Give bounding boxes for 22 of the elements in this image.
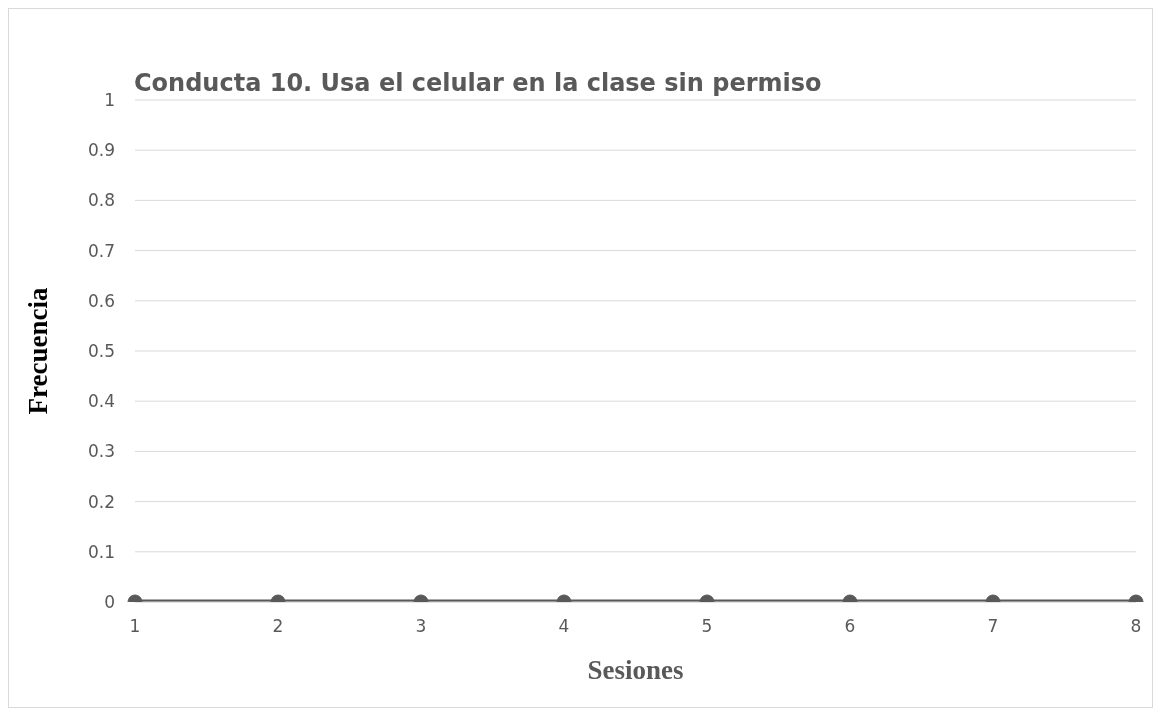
y-tick-label: 0.4	[87, 391, 115, 412]
y-tick-label: 0.5	[87, 341, 115, 362]
x-tick-label: 3	[415, 616, 427, 637]
x-tick-label: 5	[701, 616, 713, 637]
chart-title: Conducta 10. Usa el celular en la clase sin permiso	[134, 69, 822, 97]
x-tick-label: 6	[844, 616, 856, 637]
x-tick-label: 8	[1130, 616, 1142, 637]
y-tick-label: 0.3	[87, 441, 115, 462]
y-tick-label: 0	[104, 592, 115, 613]
x-tick-label: 2	[272, 616, 284, 637]
x-tick-label: 4	[558, 616, 570, 637]
y-tick-label: 0.2	[87, 491, 115, 512]
y-tick-label: 0.6	[87, 290, 115, 311]
y-axis-title: Frecuencia	[22, 287, 53, 415]
y-tick-label: 1	[104, 90, 115, 111]
y-tick-label: 0.8	[87, 190, 115, 211]
y-tick-label: 0.7	[87, 240, 115, 261]
x-tick-label: 1	[129, 616, 141, 637]
y-tick-label: 0.9	[87, 140, 115, 161]
x-tick-label: 7	[987, 616, 999, 637]
x-axis-title: Sesiones	[587, 655, 684, 685]
y-tick-label: 0.1	[87, 541, 115, 562]
